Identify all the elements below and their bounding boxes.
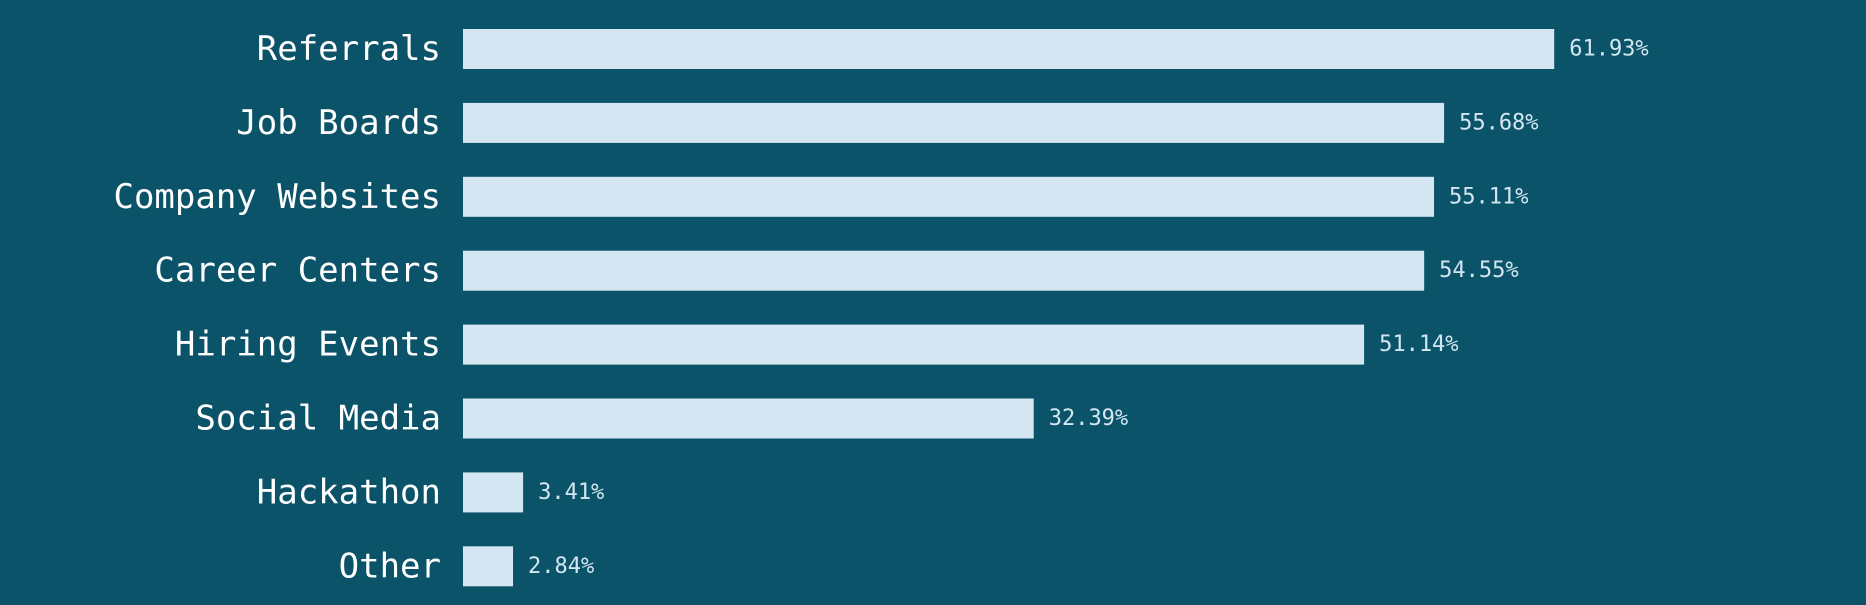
bar: [463, 102, 1445, 143]
value-label: 61.93%: [1569, 37, 1648, 62]
value-label: 32.39%: [1049, 406, 1128, 431]
value-label: 3.41%: [538, 480, 604, 505]
category-label: Referrals: [257, 29, 441, 69]
category-label: Social Media: [195, 399, 441, 439]
value-label: 2.84%: [528, 554, 594, 579]
bar: [463, 546, 514, 587]
value-label: 51.14%: [1379, 332, 1458, 357]
value-label: 54.55%: [1439, 258, 1518, 283]
bar: [463, 324, 1365, 365]
category-label: Other: [339, 546, 441, 586]
bar: [463, 472, 524, 513]
bar: [463, 29, 1555, 69]
category-label: Hiring Events: [175, 325, 441, 365]
bar: [463, 398, 1034, 439]
bar: [463, 250, 1425, 291]
value-label: 55.11%: [1449, 184, 1528, 209]
category-label: Hackathon: [257, 472, 441, 512]
category-label: Company Websites: [113, 177, 441, 217]
category-label: Job Boards: [236, 103, 441, 143]
value-label: 55.68%: [1459, 110, 1538, 135]
bar: [463, 176, 1435, 217]
category-label: Career Centers: [154, 251, 441, 291]
